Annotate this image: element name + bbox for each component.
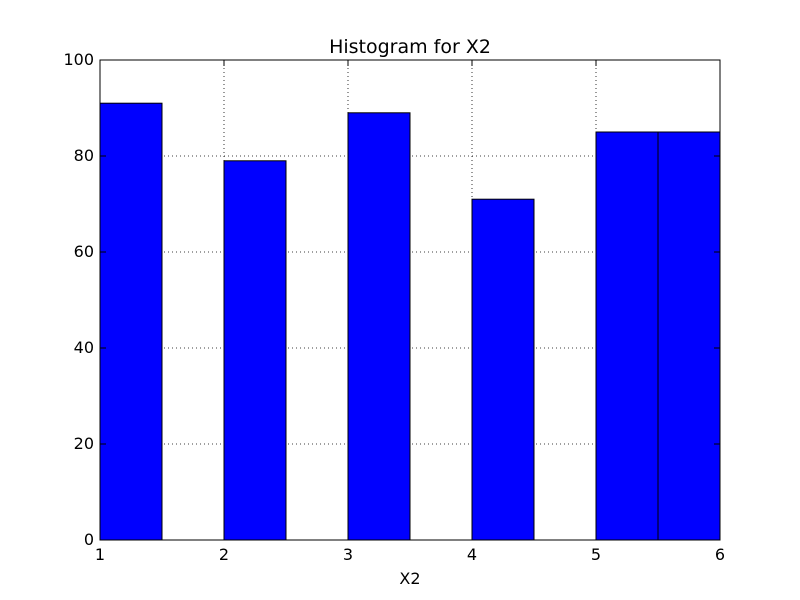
x-axis-label: X2 bbox=[399, 569, 420, 588]
histogram-bar bbox=[595, 131, 659, 541]
ticks bbox=[99, 59, 721, 541]
y-tick-labels: 0 20 40 60 80 100 bbox=[63, 50, 94, 549]
histogram-bar bbox=[99, 102, 163, 541]
x-tick-label: 5 bbox=[591, 545, 601, 564]
x-tick-label: 2 bbox=[219, 545, 229, 564]
chart-title: Histogram for X2 bbox=[329, 36, 491, 58]
histogram-bar bbox=[347, 112, 411, 541]
y-tick-label: 100 bbox=[63, 50, 94, 69]
y-tick-label: 40 bbox=[74, 338, 94, 357]
plot-frame bbox=[99, 59, 721, 541]
x-tick-labels: 1 2 3 4 5 6 bbox=[95, 545, 725, 564]
histogram-bar bbox=[223, 160, 287, 541]
x-tick-label: 6 bbox=[715, 545, 725, 564]
x-tick-label: 4 bbox=[467, 545, 477, 564]
y-tick-label: 60 bbox=[74, 242, 94, 261]
y-tick-label: 0 bbox=[84, 530, 94, 549]
y-tick-label: 80 bbox=[74, 146, 94, 165]
x-tick-label: 1 bbox=[95, 545, 105, 564]
bars bbox=[99, 102, 721, 541]
y-tick-label: 20 bbox=[74, 434, 94, 453]
histogram-bar bbox=[657, 131, 721, 541]
histogram-bar bbox=[471, 198, 535, 541]
x-tick-label: 3 bbox=[343, 545, 353, 564]
